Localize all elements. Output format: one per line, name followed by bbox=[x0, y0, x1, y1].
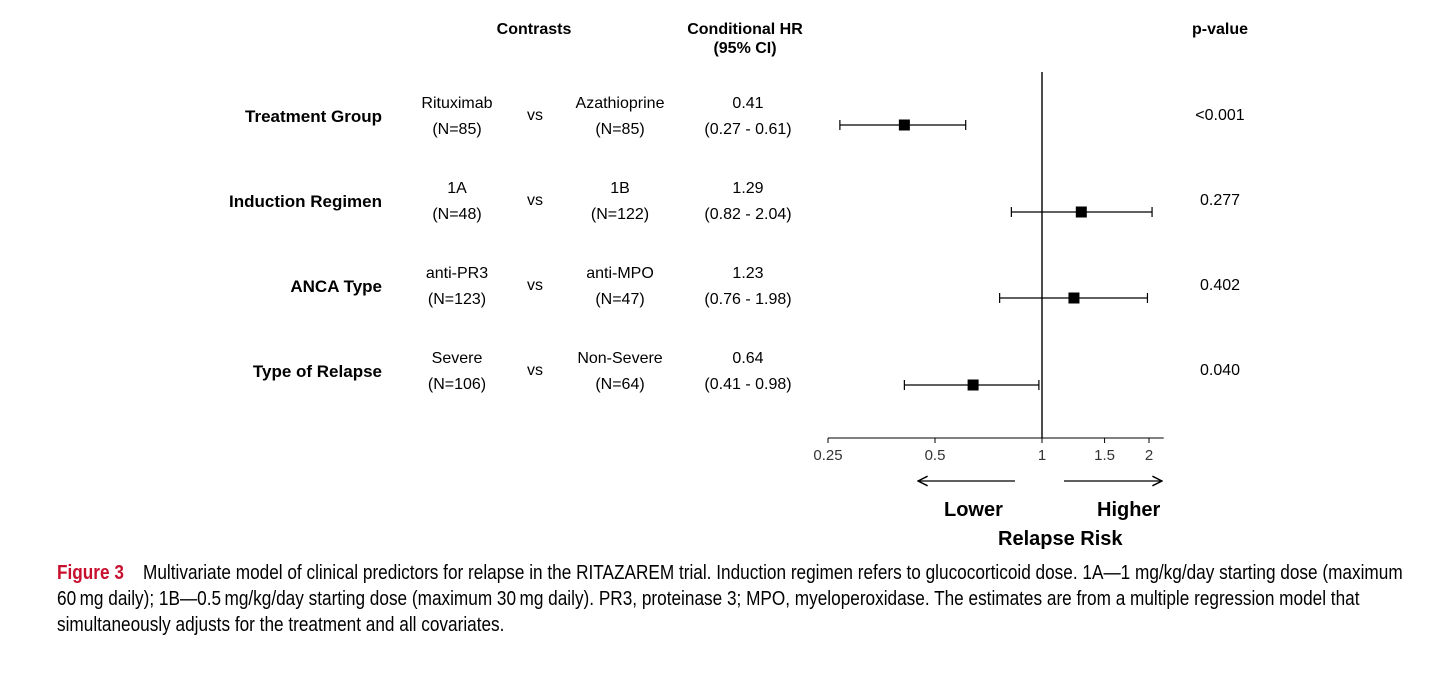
group-a: anti-PR3 (N=123) bbox=[397, 261, 517, 313]
group-b-name: anti-MPO bbox=[586, 265, 654, 282]
p-value: 0.040 bbox=[1199, 362, 1241, 379]
row-label: Type of Relapse bbox=[252, 362, 382, 381]
hr-ci: 0.41 (0.27 - 0.61) bbox=[683, 91, 813, 143]
row-label: ANCA Type bbox=[290, 277, 382, 296]
group-a-n: (N=85) bbox=[432, 121, 482, 138]
forest-row-mark bbox=[1010, 206, 1153, 218]
group-a-name: Severe bbox=[431, 350, 483, 367]
hr-value: 1.29 bbox=[732, 180, 764, 197]
row-label: Treatment Group bbox=[245, 107, 382, 126]
estimate-point bbox=[1075, 206, 1087, 218]
hr-ci: 1.29 (0.82 - 2.04) bbox=[683, 176, 813, 228]
hr-value: 0.41 bbox=[732, 95, 764, 112]
p-value: 0.277 bbox=[1199, 192, 1241, 209]
group-a-name: Rituximab bbox=[421, 95, 493, 112]
ci-value: (0.41 - 0.98) bbox=[704, 376, 792, 393]
group-b: 1B (N=122) bbox=[555, 176, 685, 228]
p-value: <0.001 bbox=[1195, 107, 1245, 124]
vs-label: vs bbox=[527, 107, 543, 124]
estimate-marks bbox=[839, 119, 1153, 391]
group-b-n: (N=64) bbox=[595, 376, 645, 393]
group-b-n: (N=85) bbox=[595, 121, 645, 138]
header-conditional-hr: Conditional HR (95% CI) bbox=[660, 20, 830, 58]
ci-value: (0.82 - 2.04) bbox=[704, 206, 792, 223]
x-tick-label: 1 bbox=[1038, 447, 1046, 464]
figure-caption: Figure 3 Multivariate model of clinical … bbox=[57, 560, 1433, 638]
header-pvalue: p-value bbox=[1191, 21, 1248, 38]
x-tick-label: 0.5 bbox=[925, 447, 946, 464]
header-hr-line2: (95% CI) bbox=[713, 40, 777, 57]
group-a: Severe (N=106) bbox=[397, 346, 517, 398]
hr-ci: 0.64 (0.41 - 0.98) bbox=[683, 346, 813, 398]
vs-label: vs bbox=[527, 362, 543, 379]
group-b-n: (N=47) bbox=[595, 291, 645, 308]
forest-row-mark bbox=[839, 119, 967, 131]
header-hr-line1: Conditional HR bbox=[687, 21, 803, 38]
x-tick-label: 1.5 bbox=[1094, 447, 1115, 464]
ci-value: (0.76 - 1.98) bbox=[704, 291, 792, 308]
forest-row-mark bbox=[999, 292, 1149, 304]
p-value: 0.402 bbox=[1199, 277, 1241, 294]
x-tick-label: 2 bbox=[1145, 447, 1153, 464]
group-b: Azathioprine (N=85) bbox=[555, 91, 685, 143]
estimate-point bbox=[1068, 292, 1080, 304]
group-b-name: 1B bbox=[610, 180, 630, 197]
group-a: Rituximab (N=85) bbox=[397, 91, 517, 143]
group-a-n: (N=106) bbox=[427, 376, 487, 393]
estimate-point bbox=[967, 379, 979, 391]
higher-risk-label: Higher bbox=[1097, 499, 1161, 521]
x-axis-ticks: 0.25 0.5 1 1.5 2 bbox=[813, 438, 1153, 464]
group-b-n: (N=122) bbox=[590, 206, 650, 223]
group-a: 1A (N=48) bbox=[397, 176, 517, 228]
caption-text: Multivariate model of clinical predictor… bbox=[57, 562, 1403, 636]
hr-ci: 1.23 (0.76 - 1.98) bbox=[683, 261, 813, 313]
group-a-n: (N=123) bbox=[427, 291, 487, 308]
estimate-point bbox=[898, 119, 910, 131]
forest-plot: 0.25 0.5 1 1.5 2 bbox=[813, 72, 1164, 560]
group-b-name: Azathioprine bbox=[575, 95, 665, 112]
group-b: Non-Severe (N=64) bbox=[555, 346, 685, 398]
header-contrasts: Contrasts bbox=[496, 21, 572, 38]
hr-value: 1.23 bbox=[732, 265, 764, 282]
row-label: Induction Regimen bbox=[229, 192, 382, 211]
group-b-name: Non-Severe bbox=[577, 350, 663, 367]
group-a-n: (N=48) bbox=[432, 206, 482, 223]
figure-label: Figure 3 bbox=[57, 562, 124, 584]
lower-risk-label: Lower bbox=[944, 499, 1003, 521]
vs-label: vs bbox=[527, 192, 543, 209]
hr-value: 0.64 bbox=[732, 350, 764, 367]
vs-label: vs bbox=[527, 277, 543, 294]
forest-row-mark bbox=[903, 379, 1040, 391]
group-b: anti-MPO (N=47) bbox=[555, 261, 685, 313]
group-a-name: 1A bbox=[447, 180, 467, 197]
relapse-risk-title: Relapse Risk bbox=[998, 528, 1123, 550]
ci-value: (0.27 - 0.61) bbox=[704, 121, 792, 138]
group-a-name: anti-PR3 bbox=[425, 265, 489, 282]
x-tick-label: 0.25 bbox=[813, 447, 842, 464]
